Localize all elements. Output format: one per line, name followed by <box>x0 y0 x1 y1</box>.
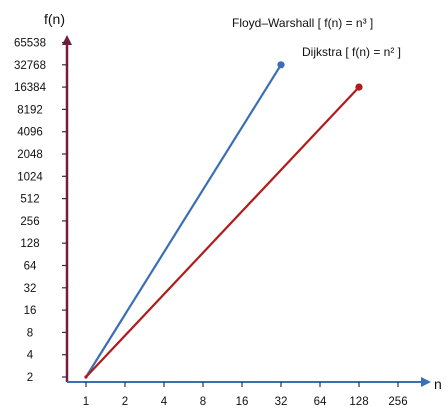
x-tick-labels: 1 2 4 8 16 32 64 128 256 <box>83 382 408 408</box>
x-tick-label: 2 <box>122 396 128 408</box>
y-tick-label: 4 <box>27 350 34 362</box>
y-tick-label: 8 <box>27 327 33 339</box>
y-tick-labels: 2 4 8 16 32 64 128 256 512 1024 2048 4096 8192 16384 3… <box>14 38 67 384</box>
y-tick-label: 32768 <box>14 60 46 72</box>
x-tick-label: 16 <box>236 396 249 408</box>
y-axis-title: f(n) <box>44 11 65 27</box>
axes <box>62 35 431 387</box>
x-tick-label: 64 <box>314 396 327 408</box>
y-tick-label: 8192 <box>17 104 43 116</box>
series-label: Floyd–Warshall [ f(n) = n³ ] <box>232 16 373 30</box>
series-end-point <box>277 61 285 69</box>
y-tick-label: 64 <box>24 261 37 273</box>
y-tick-label: 16 <box>24 305 37 317</box>
x-tick-label: 4 <box>161 396 168 408</box>
y-tick-label: 128 <box>20 238 39 250</box>
y-tick-label: 512 <box>20 194 39 206</box>
series-group: Floyd–Warshall [ f(n) = n³ ] Dijkstra [ f… <box>84 16 401 379</box>
x-axis-title: n <box>434 376 442 392</box>
x-tick-label: 8 <box>200 396 206 408</box>
y-tick-label: 2048 <box>17 149 43 161</box>
y-tick-label: 4096 <box>17 127 43 139</box>
x-tick-label: 256 <box>388 396 407 408</box>
series-label: Dijkstra [ f(n) = n² ] <box>302 45 401 59</box>
x-tick-label: 32 <box>275 396 288 408</box>
y-tick-label: 256 <box>20 216 39 228</box>
y-tick-label: 1024 <box>17 171 43 183</box>
series-line <box>85 64 282 378</box>
y-tick-label: 32 <box>24 283 37 295</box>
x-tick-label: 128 <box>349 396 368 408</box>
series-end-point <box>355 83 363 91</box>
series-line <box>85 86 360 378</box>
y-tick-label: 65538 <box>14 38 46 50</box>
y-tick-label: 2 <box>27 372 33 384</box>
y-tick-label: 16384 <box>14 82 47 94</box>
series-start-point <box>84 375 88 379</box>
x-tick-label: 1 <box>83 396 89 408</box>
